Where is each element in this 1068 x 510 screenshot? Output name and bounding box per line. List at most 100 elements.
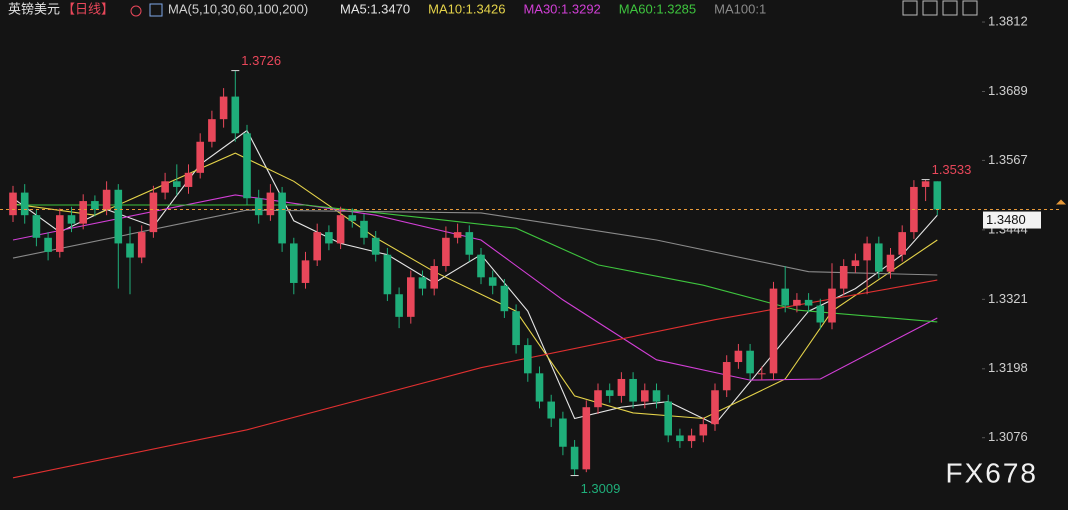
- y-tick-label: 1.3321: [988, 291, 1028, 306]
- candle-body: [44, 237, 52, 252]
- candle-body: [184, 172, 193, 187]
- ma-line: [12, 209, 938, 276]
- candle-body: [371, 237, 380, 255]
- y-tick-label: 1.3567: [988, 152, 1028, 167]
- indicator-icon[interactable]: [149, 3, 163, 17]
- indicator: MA(5,10,30,60,100,200): [168, 1, 308, 16]
- candle-body: [594, 390, 602, 408]
- candle-body: [711, 390, 719, 425]
- candle-body: [734, 350, 743, 363]
- candle-body: [290, 243, 298, 283]
- candle-body: [816, 305, 825, 323]
- candle-body: [383, 254, 392, 295]
- candle-body: [676, 435, 684, 442]
- candle-body: [418, 277, 427, 289]
- candle-body: [395, 294, 403, 317]
- legend-entry: MA30:1.3292: [523, 1, 600, 16]
- candle-body: [20, 192, 29, 216]
- candle-body: [278, 192, 286, 244]
- y-tick-label: 1.3812: [988, 13, 1028, 28]
- last-price-box: [983, 211, 1041, 229]
- candle-body: [243, 133, 251, 199]
- candle-body: [524, 345, 532, 374]
- candle-body: [512, 311, 520, 346]
- candle-body: [851, 260, 860, 267]
- candle-body: [254, 198, 263, 216]
- candle-body: [875, 243, 883, 272]
- chart-title: 英镑美元: [8, 1, 60, 16]
- candle-body: [360, 220, 368, 238]
- last-price-marker: [1056, 199, 1066, 205]
- legend-entry: MA10:1.3426: [428, 1, 505, 16]
- candle-body: [886, 254, 895, 272]
- candle-body: [722, 362, 731, 391]
- tool-button[interactable]: [902, 0, 918, 16]
- candle-body: [91, 201, 99, 210]
- candle-body: [102, 189, 111, 210]
- candle-body: [149, 192, 158, 233]
- candle-body: [126, 243, 134, 258]
- legend-entry: MA100:1: [714, 1, 766, 16]
- annotation-label: 1.3009: [581, 481, 621, 496]
- candle-body: [173, 181, 181, 187]
- candle-body: [161, 181, 169, 193]
- toolbar: [902, 0, 978, 16]
- watermark: FX678: [946, 457, 1039, 488]
- candle-body: [746, 350, 754, 374]
- candle-body: [582, 407, 591, 470]
- candle-body: [664, 401, 672, 436]
- candle-body: [313, 232, 321, 261]
- ma-line: [12, 279, 938, 479]
- candle-body: [477, 254, 485, 278]
- tool-button[interactable]: [942, 0, 958, 16]
- ma-line: [13, 204, 938, 323]
- annotation-label: 1.3533: [932, 162, 972, 177]
- candle-body: [32, 215, 41, 238]
- candle-body: [208, 119, 216, 142]
- candle-body: [570, 446, 579, 470]
- candle-body: [652, 390, 661, 402]
- candle-body: [641, 390, 649, 402]
- candle-body: [547, 401, 555, 419]
- candle-body: [219, 96, 228, 120]
- candle-body: [559, 418, 567, 447]
- candle-body: [56, 215, 64, 252]
- candle-body: [535, 373, 544, 402]
- candle-body: [605, 390, 614, 396]
- candle-body: [769, 288, 778, 374]
- candle-body: [863, 243, 871, 261]
- candle-body: [336, 215, 345, 244]
- candle-body: [488, 277, 497, 286]
- candle-body: [804, 299, 813, 306]
- legend-entry: MA60:1.3285: [619, 1, 696, 16]
- candle-body: [933, 181, 942, 210]
- add-icon[interactable]: [130, 5, 142, 17]
- candle-body: [301, 260, 310, 283]
- y-tick-label: 1.3198: [988, 360, 1028, 375]
- candle-body: [266, 192, 275, 216]
- candle-body: [758, 373, 766, 375]
- candle-body: [793, 299, 801, 306]
- candle-body: [67, 215, 76, 224]
- candle-body: [137, 232, 146, 258]
- y-tick-label: 1.3689: [988, 83, 1028, 98]
- tool-button[interactable]: [922, 0, 938, 16]
- candle-body: [114, 189, 123, 244]
- candle-body: [348, 215, 357, 221]
- period[interactable]: 【日线】: [62, 1, 114, 16]
- candle-body: [687, 435, 696, 442]
- candle-body: [407, 277, 415, 317]
- candle-body: [430, 266, 438, 289]
- annotation-label: 1.3726: [241, 53, 281, 68]
- candle-body: [839, 266, 848, 289]
- tool-button[interactable]: [962, 0, 978, 16]
- candle-body: [442, 237, 450, 267]
- candle-body: [500, 285, 509, 312]
- candle-body: [828, 288, 836, 323]
- candle-body: [699, 424, 708, 436]
- candle-body: [921, 181, 930, 187]
- y-tick-label: 1.3076: [988, 429, 1028, 444]
- candle-body: [79, 201, 87, 224]
